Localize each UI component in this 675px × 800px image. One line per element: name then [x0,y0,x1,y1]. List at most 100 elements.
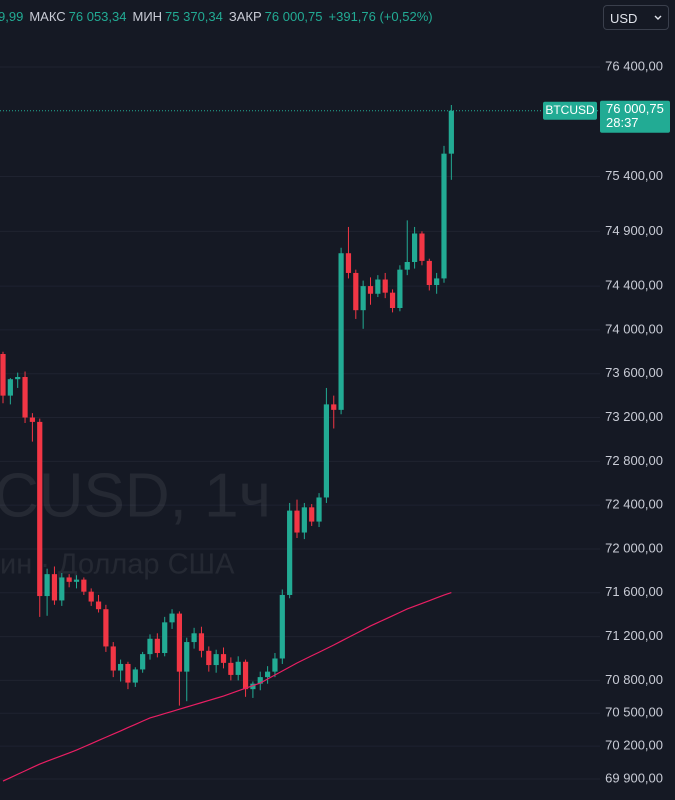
cut-value: 9,99 [0,9,24,24]
y-tick-label: 70 500,00 [605,705,663,720]
y-tick-label: 72 000,00 [605,540,663,555]
y-tick-label: 74 900,00 [605,223,663,238]
y-tick-label: 73 600,00 [605,365,663,380]
candle-body [426,260,432,285]
candle-body [360,286,366,311]
candle-body [44,574,50,597]
y-tick-label: 74 000,00 [605,321,663,336]
y-tick-label: 73 200,00 [605,409,663,424]
y-tick-label: 72 800,00 [605,453,663,468]
candle-body [169,613,175,623]
candle-body [382,279,388,293]
candle-body [59,577,65,601]
candle-body [162,622,168,654]
candle-body [353,272,359,311]
candle-body [206,650,212,666]
candle-body [110,646,116,671]
candle-body [345,253,352,273]
candle-body [250,683,256,690]
candle-body [22,376,28,418]
candle-body [287,510,293,595]
candle-body [228,662,234,675]
candle-body [15,376,21,380]
candle-body [242,661,249,690]
candle-body [29,417,35,422]
symbol-badge [543,101,597,120]
candle-body [301,507,307,533]
candle-body [294,510,300,533]
stat-label: ЗАКР [228,9,262,24]
stat-value: 76 000,75 [264,9,323,24]
candle-body [198,633,205,651]
candle-body [235,661,241,675]
y-tick-label: 74 400,00 [605,278,663,293]
ohlc-header: 9,99 МАКС 76 053,34 МИН 75 370,34 ЗАКР 76 000,… [0,9,439,24]
candle-body [0,353,6,396]
moving-average [2,591,452,782]
candle-body [309,507,315,522]
candle-body [389,292,396,308]
candle-body [213,654,219,666]
y-tick-label: 76 400,00 [605,58,663,73]
price-badge [600,100,670,133]
candle-body [257,677,263,684]
y-tick-label: 71 200,00 [605,628,663,643]
candle-body [66,577,72,582]
candle-body [265,671,271,678]
currency: USD [610,11,638,26]
watermark: ин · Доллар США [0,549,235,581]
candle-body [191,633,197,643]
candle-body [448,110,454,154]
candle-body [272,658,278,672]
stat-label: МИН [132,9,163,24]
y-tick-label: 70 200,00 [605,738,663,753]
candle-body [88,591,94,602]
candle-body [81,579,87,592]
candle-body [7,379,13,396]
candle-body [118,663,124,671]
candle-body [338,253,344,410]
y-tick-label: 75 400,00 [605,168,663,183]
candle-body [37,421,43,597]
stat-value: 76 053,34 [68,9,127,24]
candle-body [412,233,418,262]
symbol-label: BTCUSD [545,103,595,117]
currency-dropdown[interactable]: USD [603,5,669,30]
candle-body [140,654,146,670]
grid [0,66,600,780]
change: +391,76 (+0,52%) [328,9,433,24]
y-tick-label: 72 400,00 [605,497,663,512]
candle-body [132,669,138,683]
candle-body [51,574,58,601]
candle-body [404,261,410,270]
candle-body [434,278,440,285]
candle-body [279,594,285,659]
y-tick-label: 69 900,00 [605,770,663,785]
candle-body [367,286,374,294]
y-tick-label: 70 800,00 [605,672,663,687]
y-tick-label: 71 600,00 [605,584,663,599]
candle-body [103,609,109,647]
candle-body [316,497,322,522]
candle-body [220,654,227,663]
candle-body [154,638,160,654]
stat-label: МАКС [29,9,66,24]
candle-body [125,663,131,683]
candle-body [176,613,182,672]
candle-body [95,601,102,610]
stat-value: 75 370,34 [165,9,223,24]
candle-body [397,269,403,308]
candle-body [147,638,153,655]
candle-body [184,642,190,672]
timer-label: 28:37 [606,115,639,130]
candle-body [419,233,425,261]
candle-body [73,579,80,582]
watermark: CUSD, 1ч [0,461,271,530]
candle-body [323,404,329,498]
chevron [654,15,662,20]
candle-body [331,404,337,410]
price-label: 76 000,75 [606,101,664,116]
candle-body [375,279,381,294]
